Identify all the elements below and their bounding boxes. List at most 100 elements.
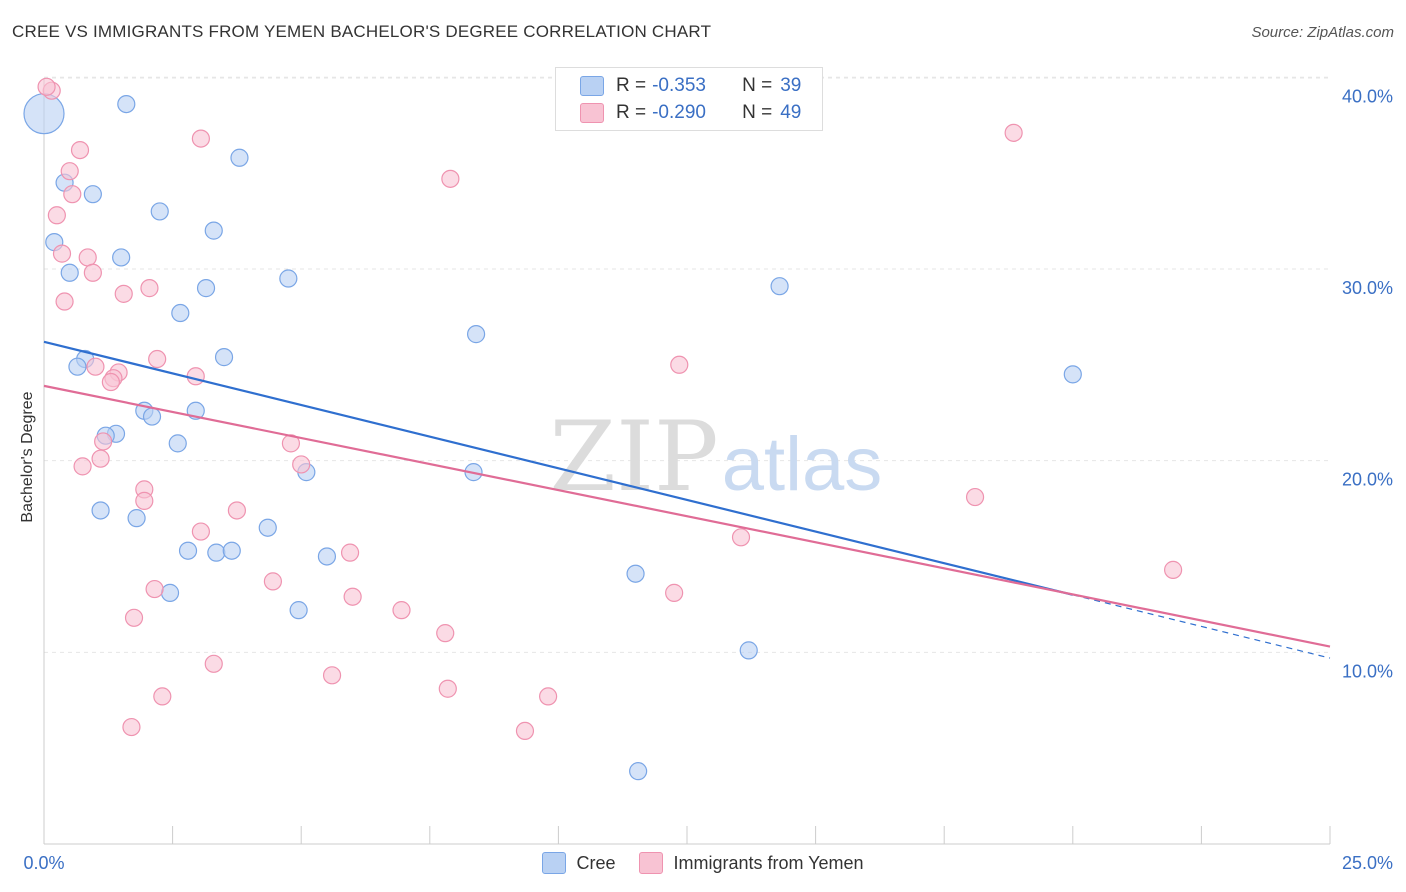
yemen-point xyxy=(91,449,110,468)
cree-point xyxy=(112,248,131,267)
n-label: N = xyxy=(742,102,773,123)
yemen-point xyxy=(392,601,411,620)
watermark-zip: ZIP xyxy=(549,401,718,513)
r-value: -0.290 xyxy=(652,102,706,123)
data-points xyxy=(23,77,1183,781)
yemen-point xyxy=(340,543,360,562)
cree-point xyxy=(196,279,216,298)
yemen-trend-line xyxy=(43,384,1331,648)
axes xyxy=(43,78,1331,845)
watermark-atlas: atlas xyxy=(722,422,883,507)
cree-point xyxy=(23,93,65,135)
legend-label-cree: Cree xyxy=(576,852,616,873)
cree-point xyxy=(117,94,136,114)
cree-swatch xyxy=(542,852,567,874)
x-tick-label: 0.0% xyxy=(23,853,64,873)
y-tick-label: 30.0% xyxy=(1342,278,1393,298)
yemen-point xyxy=(1164,560,1183,579)
yemen-point xyxy=(322,666,342,685)
yemen-point xyxy=(292,455,311,474)
yemen-point xyxy=(670,355,689,374)
cree-point xyxy=(60,263,79,282)
cree-point xyxy=(214,348,234,367)
cree-swatch xyxy=(580,76,604,96)
yemen-point xyxy=(94,432,113,451)
yemen-point xyxy=(438,679,457,698)
yemen-point xyxy=(63,185,82,204)
cree-point xyxy=(207,543,226,562)
y-tick-label: 10.0% xyxy=(1342,661,1393,681)
cree-point xyxy=(739,641,758,660)
yemen-point xyxy=(263,572,283,591)
yemen-point xyxy=(83,263,102,282)
yemen-point xyxy=(539,687,558,706)
yemen-point xyxy=(191,129,210,148)
n-value: 49 xyxy=(780,102,802,123)
yemen-point xyxy=(731,528,751,547)
yemen-point xyxy=(101,372,120,392)
source-label: Source: ZipAtlas.com xyxy=(1251,24,1394,41)
cree-point xyxy=(289,601,308,620)
r-value: -0.353 xyxy=(652,75,706,96)
cree-point xyxy=(68,357,87,376)
cree-point xyxy=(171,303,190,323)
yemen-point xyxy=(191,522,210,541)
yemen-point xyxy=(227,501,246,520)
legend-label-yemen: Immigrants from Yemen xyxy=(673,852,864,873)
stats-row-yemen: R = -0.290 N = 49 xyxy=(580,100,801,126)
cree-point xyxy=(83,185,102,204)
yemen-point xyxy=(441,169,460,188)
cree-point xyxy=(230,148,249,167)
series-legend: Cree Immigrants from Yemen xyxy=(0,852,1406,874)
trend-lines xyxy=(43,340,1331,659)
x-tick-label: 25.0% xyxy=(1342,853,1393,873)
cree-point xyxy=(279,269,298,288)
yemen-point xyxy=(47,206,66,225)
yemen-point xyxy=(70,140,90,160)
cree-point xyxy=(178,541,198,560)
cree-point xyxy=(168,434,187,453)
yemen-point xyxy=(124,608,144,627)
cree-point xyxy=(142,407,162,426)
yemen-point xyxy=(965,487,985,507)
yemen-point xyxy=(204,654,223,673)
r-label: R = xyxy=(616,75,647,96)
yemen-point xyxy=(86,357,105,376)
cree-point xyxy=(317,547,337,566)
yemen-point xyxy=(52,244,72,263)
yemen-point xyxy=(343,587,362,606)
n-label: N = xyxy=(742,75,773,96)
yemen-point xyxy=(37,77,56,96)
r-label: R = xyxy=(616,102,647,123)
yemen-point xyxy=(515,721,535,741)
legend-item-cree: Cree xyxy=(542,852,615,874)
cree-point xyxy=(770,277,789,296)
yemen-point xyxy=(122,717,141,737)
yemen-point xyxy=(436,624,455,643)
y-tick-label: 20.0% xyxy=(1342,470,1393,490)
yemen-point xyxy=(148,349,167,369)
cree-trend-line xyxy=(43,340,1074,596)
tick-labels: 10.0% 20.0% 30.0% 40.0% 0.0% 25.0% xyxy=(23,86,1393,873)
cree-point xyxy=(127,509,146,528)
n-value: 39 xyxy=(780,75,802,96)
stats-row-cree: R = -0.353 N = 39 xyxy=(580,73,801,99)
yemen-point xyxy=(145,579,164,599)
cree-point xyxy=(466,325,486,344)
cree-point xyxy=(626,564,645,583)
cree-trend-extension xyxy=(1072,594,1331,659)
yemen-point xyxy=(135,491,154,510)
yemen-point xyxy=(73,457,92,476)
yemen-swatch xyxy=(639,852,664,874)
yemen-point xyxy=(60,162,79,181)
cree-point xyxy=(222,541,241,560)
cree-point xyxy=(160,583,180,602)
yemen-point xyxy=(153,687,172,706)
yemen-point xyxy=(78,248,97,267)
chart-title: CREE VS IMMIGRANTS FROM YEMEN BACHELOR'S… xyxy=(12,22,712,41)
yemen-point xyxy=(186,367,205,386)
legend-item-yemen: Immigrants from Yemen xyxy=(639,852,864,874)
y-tick-label: 40.0% xyxy=(1342,86,1393,106)
cree-point xyxy=(91,501,110,520)
